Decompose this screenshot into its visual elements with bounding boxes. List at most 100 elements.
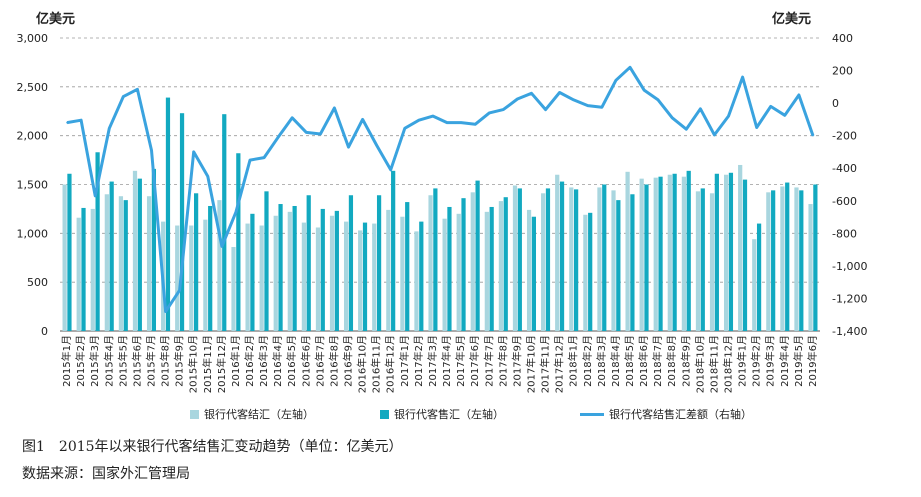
right-tick-label: -400 bbox=[832, 162, 857, 175]
x-tick-label: 2016年10月 bbox=[356, 335, 369, 393]
balance-point bbox=[755, 126, 758, 129]
bar-settlement bbox=[90, 208, 95, 331]
bar-sales bbox=[194, 193, 199, 331]
x-tick-label: 2016年8月 bbox=[327, 335, 340, 387]
balance-point bbox=[263, 156, 265, 159]
bar-sales bbox=[700, 188, 705, 331]
x-tick-label: 2019年2月 bbox=[750, 335, 763, 387]
balance-point bbox=[643, 89, 645, 91]
balance-point bbox=[235, 211, 237, 213]
bar-sales bbox=[137, 178, 142, 331]
bar-settlement bbox=[273, 215, 278, 331]
bar-sales bbox=[771, 190, 776, 331]
balance-point bbox=[80, 119, 82, 122]
x-tick-label: 2018年2月 bbox=[581, 335, 594, 387]
left-tick-label: 3,000 bbox=[17, 32, 49, 45]
x-tick-label: 2017年4月 bbox=[440, 335, 453, 387]
bar-settlement bbox=[569, 187, 574, 331]
bar-settlement bbox=[104, 194, 109, 331]
legend-label-settlement: 银行代客结汇（左轴） bbox=[204, 408, 314, 421]
balance-point bbox=[305, 131, 308, 134]
balance-point bbox=[347, 146, 350, 148]
left-tick-label: 1,500 bbox=[17, 179, 49, 192]
right-tick-label: -800 bbox=[832, 227, 857, 240]
bar-sales bbox=[672, 173, 677, 331]
bar-settlement bbox=[723, 174, 729, 331]
bar-settlement bbox=[259, 225, 264, 331]
x-tick-label: 2016年5月 bbox=[285, 335, 298, 387]
bar-settlement bbox=[794, 187, 799, 331]
bar-settlement bbox=[400, 216, 405, 331]
balance-point bbox=[657, 99, 659, 101]
bar-sales bbox=[574, 189, 579, 331]
x-tick-label: 2015年7月 bbox=[144, 335, 157, 387]
bar-settlement bbox=[695, 191, 701, 331]
balance-point bbox=[671, 116, 674, 119]
x-tick-label: 2018年12月 bbox=[722, 335, 735, 393]
bar-settlement bbox=[203, 219, 208, 331]
x-tick-label: 2015年4月 bbox=[102, 335, 115, 387]
balance-point bbox=[446, 121, 448, 124]
balance-point bbox=[361, 118, 364, 121]
bar-settlement bbox=[780, 186, 785, 331]
bar-sales bbox=[644, 184, 649, 331]
bar-sales bbox=[151, 168, 157, 331]
x-tick-label: 2018年6月 bbox=[637, 335, 650, 387]
balance-point bbox=[586, 104, 589, 107]
bar-settlement bbox=[372, 223, 377, 331]
bar-sales bbox=[588, 212, 593, 331]
bar-sales bbox=[208, 205, 213, 331]
x-tick-label: 2018年3月 bbox=[595, 335, 608, 387]
bar-sales bbox=[222, 114, 227, 332]
x-tick-label: 2016年2月 bbox=[243, 335, 256, 387]
bar-sales bbox=[320, 208, 325, 331]
balance-point bbox=[66, 121, 68, 124]
x-tick-label: 2018年8月 bbox=[665, 335, 678, 387]
bar-settlement bbox=[231, 247, 236, 331]
left-tick-label: 500 bbox=[27, 276, 48, 289]
bar-settlement bbox=[625, 171, 630, 331]
balance-point bbox=[615, 79, 617, 82]
balance-point bbox=[389, 169, 392, 171]
bar-sales bbox=[799, 190, 804, 331]
balance-point bbox=[375, 144, 378, 147]
left-tick-label: 2,000 bbox=[17, 130, 49, 143]
balance-point bbox=[164, 310, 167, 313]
bar-settlement bbox=[189, 225, 194, 331]
balance-point bbox=[404, 127, 406, 130]
bar-sales bbox=[250, 213, 255, 331]
bar-sales bbox=[81, 207, 86, 331]
bar-sales bbox=[264, 191, 269, 331]
bar-sales bbox=[475, 180, 480, 331]
balance-point bbox=[812, 134, 814, 137]
balance-point bbox=[699, 108, 702, 110]
balance-point bbox=[741, 76, 744, 78]
bar-sales bbox=[419, 221, 424, 331]
bar-settlement bbox=[512, 185, 518, 331]
bar-settlement bbox=[217, 200, 222, 331]
balance-point bbox=[277, 136, 279, 139]
bar-settlement bbox=[470, 192, 475, 331]
bar-settlement bbox=[146, 196, 152, 331]
bar-settlement bbox=[653, 177, 658, 331]
bar-settlement bbox=[315, 227, 321, 331]
bar-settlement bbox=[738, 164, 743, 331]
bar-sales bbox=[756, 223, 762, 331]
balance-line bbox=[66, 65, 815, 313]
bar-sales bbox=[334, 210, 339, 331]
bar-sales bbox=[714, 173, 719, 331]
x-tick-label: 2016年1月 bbox=[229, 335, 242, 387]
bar-settlement bbox=[526, 209, 532, 331]
right-tick-label: -1,000 bbox=[832, 260, 867, 273]
balance-point bbox=[333, 107, 336, 109]
bar-settlement bbox=[62, 184, 67, 331]
bar-sales bbox=[531, 216, 537, 331]
legend-swatch-sales bbox=[380, 409, 389, 419]
bar-settlement bbox=[484, 211, 489, 331]
bar-sales bbox=[742, 179, 748, 331]
balance-point bbox=[178, 289, 181, 292]
legend-item-sales: 银行代客售汇（左轴） bbox=[380, 406, 504, 422]
left-axis-unit: 亿美元 bbox=[36, 12, 76, 27]
x-tick-label: 2019年4月 bbox=[778, 335, 791, 387]
